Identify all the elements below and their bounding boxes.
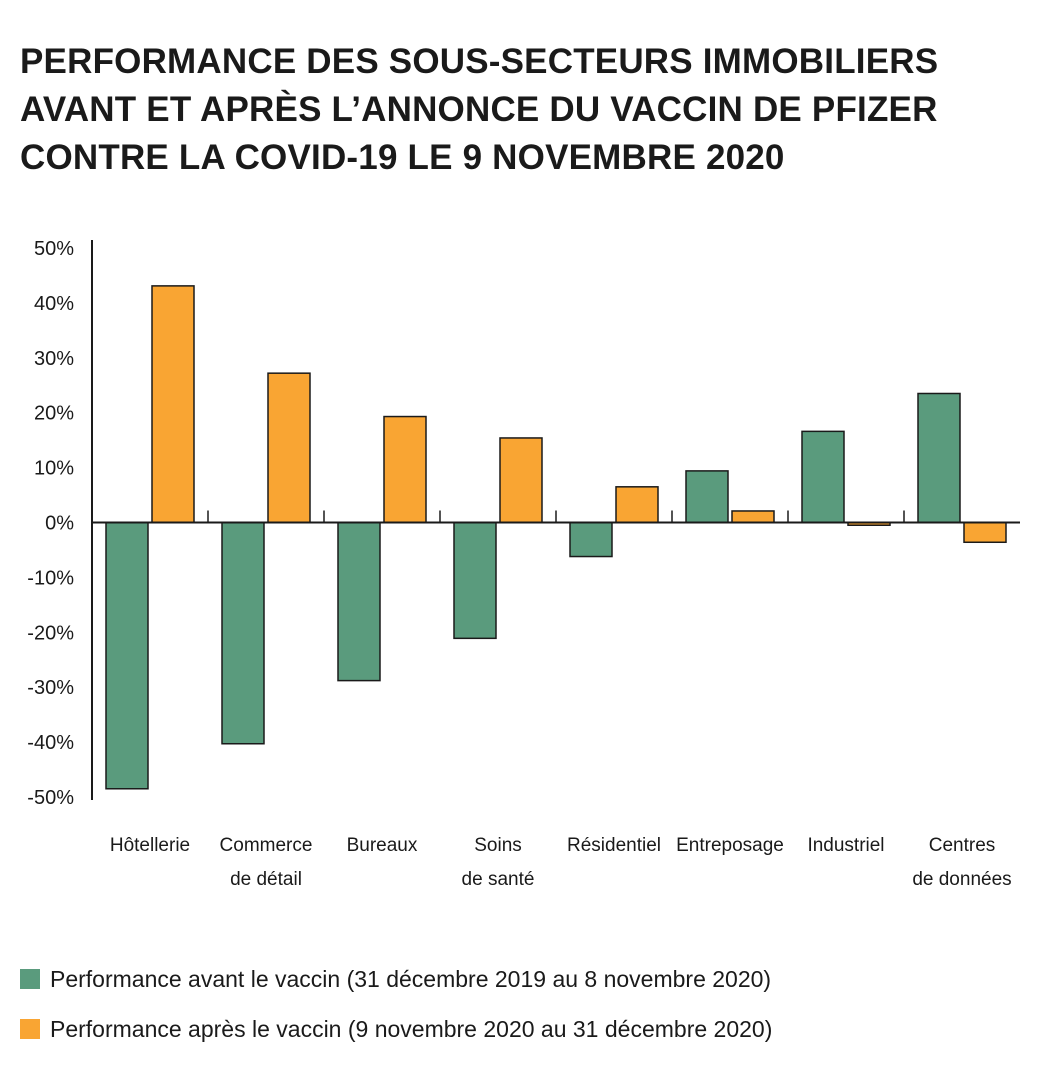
bar-after xyxy=(615,486,659,524)
bar-before xyxy=(337,521,381,682)
bar-chart: 50% 40% 30% 20% 10% 0% -10% -20% -30% -40% -50% Hôt… xyxy=(27,238,1020,890)
y-tick-label: 40% xyxy=(34,293,74,315)
legend-label-before: Performance avant le vaccin (31 décembre… xyxy=(50,965,772,992)
bar-before xyxy=(685,470,729,524)
x-category-label: Commerce xyxy=(220,835,313,856)
y-tick-label: 30% xyxy=(34,348,74,370)
bar-before xyxy=(569,521,613,558)
legend-label-after: Performance après le vaccin (9 novembre … xyxy=(50,1015,773,1042)
y-tick-label: -20% xyxy=(27,622,74,644)
x-category-label: de données xyxy=(912,869,1011,890)
x-category-label: de détail xyxy=(230,869,302,890)
bar-after xyxy=(151,285,195,524)
x-category-label: Centres xyxy=(929,835,996,856)
y-tick-label: -40% xyxy=(27,732,74,754)
bar-before xyxy=(221,521,265,745)
y-tick-label: 20% xyxy=(34,403,74,425)
title-line-1: PERFORMANCE DES SOUS-SECTEURS IMMOBILIER… xyxy=(20,42,939,81)
y-tick-label: 50% xyxy=(34,238,74,260)
x-category-label: de santé xyxy=(462,869,535,890)
title-line-3: CONTRE LA COVID-19 LE 9 NOVEMBRE 2020 xyxy=(20,138,785,177)
legend-swatch-after xyxy=(20,1019,40,1039)
plot-area: 50% 40% 30% 20% 10% 0% -10% -20% -30% -40% -50% Hôt… xyxy=(27,238,1020,890)
x-category-label: Industriel xyxy=(807,835,884,856)
bar-after xyxy=(731,510,775,524)
legend-item-before: Performance avant le vaccin (31 décembre… xyxy=(20,962,772,996)
y-tick-label: -30% xyxy=(27,677,74,699)
x-category-label: Résidentiel xyxy=(567,835,661,856)
y-tick-label: 10% xyxy=(34,458,74,480)
y-tick-label: -50% xyxy=(27,787,74,809)
legend: Performance avant le vaccin (31 décembre… xyxy=(20,962,772,1062)
x-category-label: Entreposage xyxy=(676,835,784,856)
title-line-2: AVANT ET APRÈS L’ANNONCE DU VACCIN DE PF… xyxy=(20,90,938,129)
bar-after xyxy=(267,372,311,524)
chart-title: PERFORMANCE DES SOUS-SECTEURS IMMOBILIER… xyxy=(20,38,1030,182)
y-tick-label: 0% xyxy=(45,513,74,535)
legend-item-after: Performance après le vaccin (9 novembre … xyxy=(20,1012,772,1046)
bar-before xyxy=(801,430,845,524)
bar-after xyxy=(383,415,427,524)
bar-after xyxy=(963,521,1007,544)
legend-swatch-before xyxy=(20,969,40,989)
bar-before xyxy=(917,392,961,524)
bar-after xyxy=(499,437,543,524)
bar-before xyxy=(105,521,149,790)
bar-before xyxy=(453,521,497,640)
y-tick-label: -10% xyxy=(27,567,74,589)
x-category-label: Hôtellerie xyxy=(110,835,190,856)
x-category-label: Bureaux xyxy=(347,835,418,856)
x-category-label: Soins xyxy=(474,835,522,856)
